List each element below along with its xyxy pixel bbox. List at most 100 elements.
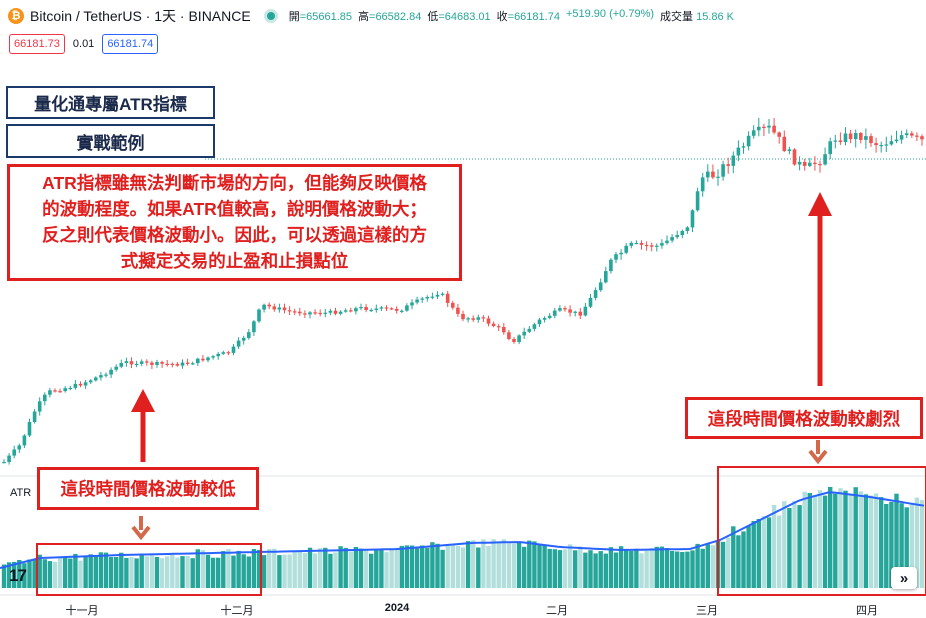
atr-bar: [833, 493, 838, 588]
atr-bar: [450, 544, 455, 588]
candle-body: [231, 346, 236, 353]
atr-bar: [185, 555, 190, 588]
atr-bar: [369, 553, 374, 588]
candle-body: [461, 313, 465, 320]
candle-body: [792, 149, 797, 165]
atr-bar: [603, 553, 608, 588]
candle-body: [624, 245, 628, 253]
candle-body: [221, 352, 226, 354]
atr-bar: [567, 544, 573, 588]
atr-bar: [22, 563, 27, 588]
atr-bar: [119, 552, 124, 588]
atr-bar: [134, 558, 139, 588]
atr-bar: [879, 497, 884, 588]
atr-bar: [700, 548, 705, 588]
atr-bar: [277, 555, 282, 588]
tradingview-logo-icon[interactable]: 17: [9, 566, 27, 585]
candle-body: [165, 363, 169, 365]
atr-bar: [593, 553, 598, 588]
candle-body: [374, 308, 379, 310]
atr-bar: [27, 559, 32, 588]
candle-body: [757, 126, 761, 131]
candle-body: [568, 309, 572, 313]
candle-body: [287, 310, 292, 312]
description-line: ATR指標雖無法判斷市場的方向，但能夠反映價格: [42, 173, 427, 193]
candle-body: [767, 125, 771, 128]
symbol-title[interactable]: Bitcoin / TetherUS · 1天 · BINANCE: [30, 8, 251, 24]
atr-bar: [363, 549, 369, 588]
title-box: 量化通專屬ATR指標: [6, 86, 215, 119]
candle-body: [532, 324, 537, 329]
atr-bar: [705, 544, 710, 588]
atr-bar: [73, 553, 78, 588]
market-status-icon[interactable]: [266, 12, 275, 20]
atr-bar: [858, 491, 863, 588]
candle-body: [252, 321, 256, 333]
atr-bar: [766, 517, 772, 588]
atr-bar: [435, 543, 440, 588]
atr-bar: [741, 531, 746, 588]
atr-bar: [746, 526, 751, 588]
candle-body: [32, 411, 37, 422]
candle-body: [420, 298, 424, 300]
candle-body: [282, 307, 287, 311]
x-axis-tick: 四月: [856, 605, 878, 617]
atr-bar: [425, 547, 430, 588]
x-axis-tick: 十一月: [65, 605, 99, 617]
atr-bar: [6, 562, 12, 588]
candle-body: [343, 310, 348, 312]
atr-bar: [634, 548, 639, 588]
atr-bar: [414, 547, 420, 588]
atr-bar: [175, 557, 180, 588]
atr-bar: [52, 562, 58, 588]
candle-body: [272, 306, 277, 310]
atr-bar: [409, 545, 415, 588]
atr-bar: [899, 503, 904, 588]
atr-bar: [353, 547, 359, 588]
atr-bar: [578, 546, 583, 588]
buy-price-button[interactable]: 66181.74: [102, 34, 159, 54]
candle-body: [894, 139, 899, 142]
candle-body: [37, 401, 42, 412]
atr-bar: [471, 540, 476, 588]
candle-body: [558, 308, 562, 311]
candle-body: [94, 377, 98, 381]
atr-bar: [868, 495, 874, 588]
candle-body: [155, 362, 159, 365]
candle-body: [405, 305, 409, 311]
atr-bar: [853, 487, 858, 588]
atr-bar: [562, 549, 568, 588]
candle-body: [73, 383, 78, 388]
candle-body: [721, 164, 725, 177]
sell-price-button[interactable]: 66181.73: [9, 34, 65, 54]
candle-body: [201, 358, 205, 361]
candle-body: [496, 326, 501, 328]
atr-bar: [822, 495, 828, 588]
description-line: 式擬定交易的止盈和止損點位: [120, 251, 349, 271]
candle-body: [323, 312, 328, 314]
atr-bar: [328, 553, 333, 588]
candle-body: [522, 331, 526, 336]
candle-body: [333, 310, 338, 314]
atr-bar: [267, 549, 272, 588]
candle-body: [410, 302, 414, 306]
atr-bar: [129, 557, 134, 588]
atr-bar: [690, 550, 695, 588]
atr-bar: [547, 548, 552, 588]
atr-bar: [613, 552, 619, 588]
atr-pane-label[interactable]: ATR: [10, 487, 32, 499]
annotation-title: 量化通專屬ATR指標: [34, 95, 187, 114]
scroll-to-realtime-button[interactable]: »: [891, 567, 917, 589]
candle-body: [369, 309, 373, 312]
annotation-subtitle: 實戰範例: [76, 133, 145, 153]
candle-body: [583, 306, 588, 316]
candle-body: [772, 125, 776, 133]
candle-body: [48, 390, 52, 395]
candle-body: [83, 382, 88, 386]
atr-bar: [302, 553, 308, 588]
candle-body: [104, 374, 108, 376]
atr-bar: [787, 508, 792, 588]
atr-bar: [78, 560, 83, 588]
candle-body: [78, 383, 83, 386]
